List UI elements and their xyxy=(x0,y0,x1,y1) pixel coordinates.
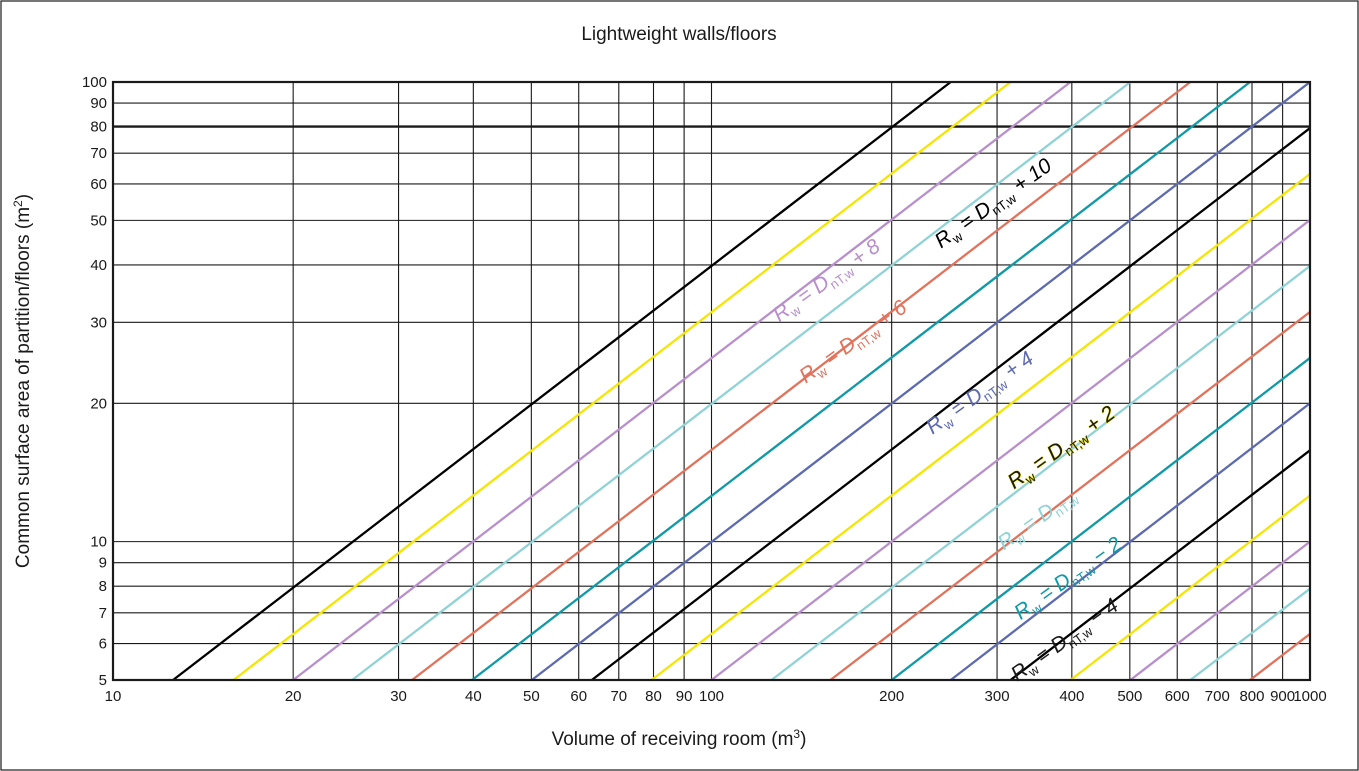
series-line-18 xyxy=(1249,632,1311,681)
y-tick-label: 6 xyxy=(99,636,107,653)
x-axis-label: Volume of receiving room (m3) xyxy=(552,727,807,750)
x-tick-label: 10 xyxy=(105,688,122,705)
series-line-12 xyxy=(890,357,1311,681)
y-tick-label: 90 xyxy=(90,95,107,112)
series-line-11 xyxy=(829,311,1311,681)
x-axis-label-end: ) xyxy=(800,729,806,750)
y-tick-label: 60 xyxy=(90,176,107,193)
series-line-9 xyxy=(710,219,1311,681)
series-line-17 xyxy=(1189,587,1311,681)
y-tick-label: 7 xyxy=(99,605,107,622)
x-tick-label: 300 xyxy=(985,688,1010,705)
x-tick-label: 700 xyxy=(1205,688,1230,705)
x-tick-label: 60 xyxy=(570,688,587,705)
x-tick-label: 70 xyxy=(610,688,627,705)
x-tick-label: 800 xyxy=(1239,688,1264,705)
x-tick-label: 100 xyxy=(699,688,724,705)
plot-border xyxy=(111,80,1312,682)
x-tick-label: 600 xyxy=(1165,688,1190,705)
y-tick-label: 100 xyxy=(82,74,107,91)
y-axis-label-text: Common surface area of partition/floors … xyxy=(13,207,34,568)
y-tick-label: 40 xyxy=(90,257,107,274)
series-line-7 xyxy=(591,127,1311,681)
series-line-5 xyxy=(471,81,1251,681)
y-axis-label-sup: 2 xyxy=(11,200,25,207)
x-tick-label: 900 xyxy=(1270,688,1295,705)
series-line-0 xyxy=(172,81,952,681)
y-tick-label: 9 xyxy=(99,555,107,572)
series-line-6 xyxy=(531,81,1311,681)
y-tick-label: 20 xyxy=(90,395,107,412)
x-tick-label: 30 xyxy=(390,688,407,705)
x-tick-label: 20 xyxy=(285,688,302,705)
series-group xyxy=(172,81,1311,681)
x-tick-label: 40 xyxy=(465,688,482,705)
x-tick-label: 1000 xyxy=(1293,688,1326,705)
x-tick-labels: 10 20 30 40 50 60 70 80 90 100 200 300 400 500 600 700 8… xyxy=(105,688,1327,705)
y-tick-label: 30 xyxy=(90,314,107,331)
x-tick-label: 90 xyxy=(676,688,693,705)
x-axis-label-sup: 3 xyxy=(793,727,800,741)
series-line-13 xyxy=(950,402,1311,681)
chart-title: Lightweight walls/floors xyxy=(581,24,776,45)
series-line-14 xyxy=(1009,449,1311,681)
series-line-15 xyxy=(1069,494,1311,681)
y-tick-label: 50 xyxy=(90,212,107,229)
y-tick-label: 70 xyxy=(90,145,107,162)
series-line-4 xyxy=(411,81,1192,681)
series-line-10 xyxy=(770,264,1311,681)
y-axis-label-end: ) xyxy=(13,194,34,200)
series-line-2 xyxy=(292,81,1072,681)
y-axis-label: Common surface area of partition/floors … xyxy=(11,194,34,568)
x-axis-label-text: Volume of receiving room (m xyxy=(552,729,794,750)
series-line-8 xyxy=(650,173,1311,681)
y-tick-label: 10 xyxy=(90,534,107,551)
x-tick-label: 400 xyxy=(1059,688,1084,705)
x-tick-label: 500 xyxy=(1117,688,1142,705)
y-tick-label: 8 xyxy=(99,578,107,595)
series-line-16 xyxy=(1129,540,1311,681)
x-tick-label: 200 xyxy=(879,688,904,705)
y-tick-labels: 5 6 7 8 9 10 20 30 40 50 60 70 80 90 100 xyxy=(82,74,107,689)
x-tick-label: 50 xyxy=(523,688,540,705)
series-line-3 xyxy=(351,81,1132,681)
y-tick-label: 80 xyxy=(90,119,107,136)
series-line-1 xyxy=(232,81,1012,681)
x-tick-label: 80 xyxy=(645,688,662,705)
y-tick-label: 5 xyxy=(99,672,107,689)
